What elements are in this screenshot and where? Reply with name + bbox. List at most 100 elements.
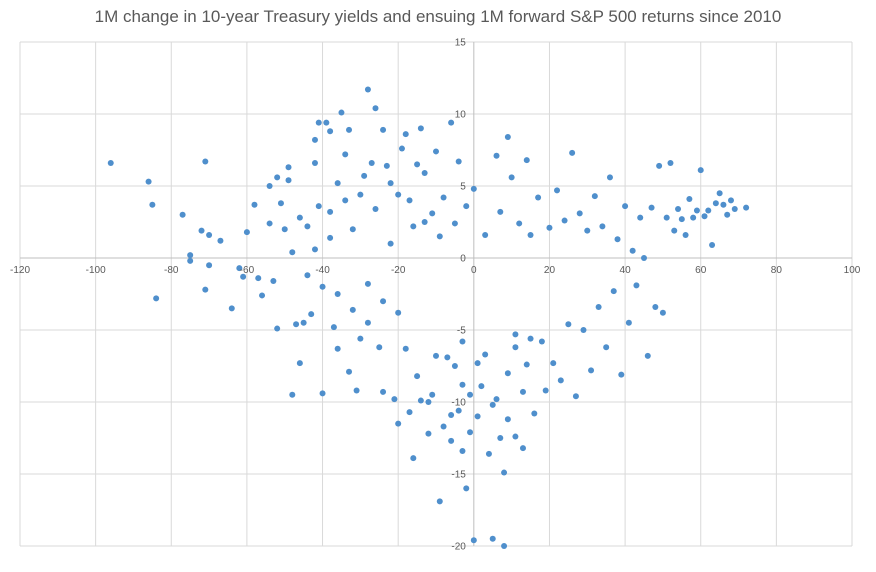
data-point — [429, 210, 436, 217]
data-point — [603, 344, 610, 351]
data-point — [414, 161, 421, 168]
data-point — [433, 148, 439, 155]
data-point — [459, 338, 466, 345]
y-tick-label: 15 — [455, 38, 467, 49]
data-point — [376, 344, 383, 351]
data-point — [591, 193, 598, 200]
data-point — [198, 227, 205, 234]
data-point — [406, 197, 413, 204]
data-point — [716, 190, 723, 197]
data-point — [504, 370, 511, 377]
data-point — [565, 321, 572, 328]
data-point — [493, 396, 500, 403]
data-point — [637, 214, 644, 221]
x-tick-label: 80 — [771, 265, 783, 276]
y-tick-label: 0 — [460, 254, 466, 265]
data-point — [361, 172, 368, 179]
data-point — [153, 295, 160, 302]
data-point — [599, 223, 606, 230]
data-point — [455, 407, 462, 414]
data-point — [206, 231, 213, 238]
data-point — [644, 352, 651, 359]
data-point — [243, 229, 250, 236]
data-point — [482, 231, 489, 238]
data-point — [417, 397, 424, 404]
data-point — [508, 174, 515, 181]
data-point — [149, 201, 156, 208]
data-point — [467, 429, 474, 436]
data-point — [497, 208, 504, 215]
y-tick-label: -10 — [451, 398, 466, 409]
data-point — [459, 447, 466, 454]
data-point — [501, 469, 508, 476]
axes — [20, 42, 852, 546]
data-point — [712, 200, 719, 207]
data-point — [595, 303, 602, 310]
data-point — [202, 158, 209, 165]
data-point — [478, 383, 485, 390]
x-tick-label: -20 — [391, 265, 406, 276]
y-tick-label: -5 — [457, 326, 466, 337]
data-point — [315, 203, 322, 210]
data-point — [311, 246, 318, 253]
data-point — [311, 159, 318, 166]
x-tick-label: 60 — [695, 265, 707, 276]
data-point — [364, 280, 371, 287]
data-point — [614, 236, 621, 243]
data-point — [338, 109, 345, 116]
data-point — [398, 145, 405, 152]
data-point — [580, 327, 587, 333]
data-point — [293, 321, 300, 328]
data-point — [202, 286, 209, 293]
data-point — [678, 216, 685, 223]
data-point — [383, 162, 390, 169]
data-point — [527, 231, 534, 238]
data-point — [277, 200, 284, 207]
data-point — [489, 401, 496, 408]
data-point — [380, 126, 387, 133]
data-point — [444, 354, 451, 361]
data-point — [436, 498, 443, 505]
data-point — [346, 126, 353, 133]
data-point — [228, 305, 235, 312]
data-point — [542, 387, 549, 394]
data-point — [417, 125, 424, 132]
data-point — [206, 262, 213, 269]
data-point — [451, 220, 458, 227]
data-point — [482, 351, 489, 358]
data-point — [387, 240, 394, 247]
data-point — [697, 167, 704, 174]
data-point — [217, 237, 224, 244]
data-point — [455, 158, 462, 165]
data-point — [346, 368, 353, 375]
data-point — [107, 159, 114, 166]
data-point — [179, 211, 186, 218]
data-point — [372, 105, 379, 112]
data-point — [527, 335, 534, 342]
x-tick-label: 100 — [844, 265, 861, 276]
data-point — [554, 187, 561, 194]
data-point — [610, 288, 617, 295]
data-point — [569, 149, 576, 156]
data-point — [357, 335, 364, 342]
data-point — [671, 227, 678, 234]
data-point — [588, 367, 595, 374]
data-point — [470, 537, 477, 544]
data-point — [625, 319, 632, 326]
data-point — [497, 435, 504, 441]
data-point — [410, 223, 417, 230]
data-point — [285, 177, 292, 184]
data-point — [550, 360, 557, 367]
x-tick-label: 0 — [471, 265, 477, 276]
data-point — [319, 283, 326, 290]
data-point — [311, 136, 318, 143]
data-point — [304, 223, 311, 230]
data-point — [357, 191, 364, 198]
data-point — [414, 373, 421, 380]
data-point — [663, 214, 670, 221]
data-point — [395, 191, 402, 198]
data-point — [633, 282, 640, 289]
data-point — [304, 272, 311, 279]
data-point — [289, 249, 296, 256]
